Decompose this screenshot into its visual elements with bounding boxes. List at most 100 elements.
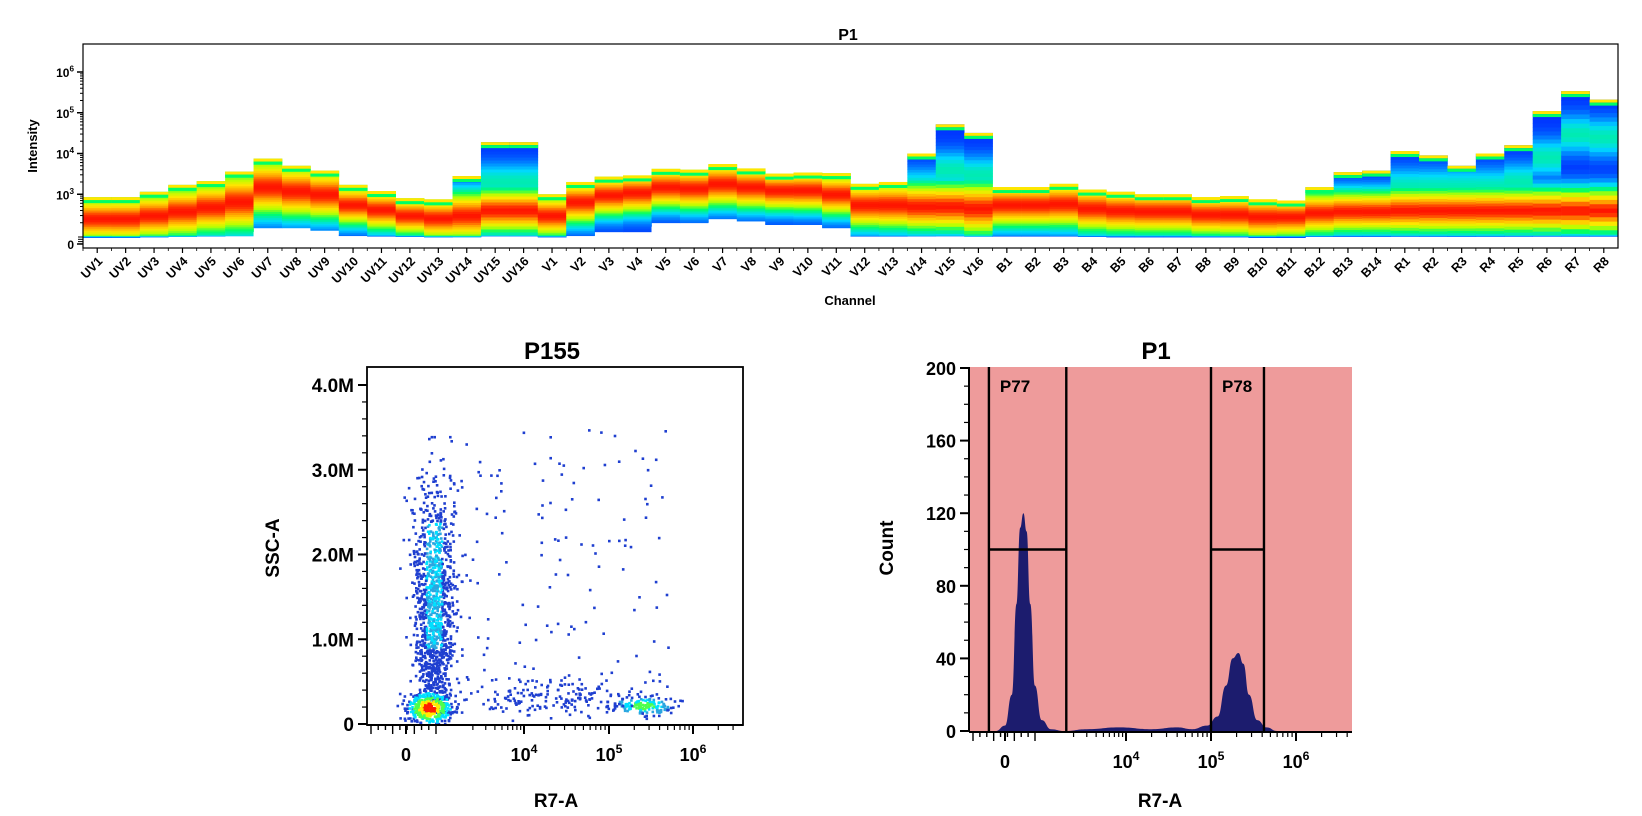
scatter-point [445,612,448,615]
scatter-point [437,558,441,562]
scatter-point-sparse [477,636,480,639]
scatter-point-hot [405,707,408,711]
spectrum-cell [253,166,283,170]
scatter-point [424,582,427,586]
scatter-point [423,664,426,668]
scatter-point [429,678,433,682]
scatter-point [429,536,432,540]
scatter-point [439,564,443,568]
spectrum-cell [1163,207,1192,210]
spectrum-cell [1276,223,1306,226]
x-tick-label: 105 [1198,749,1225,772]
scatter-point [431,656,434,660]
scatter-point [431,578,435,581]
spectrum-cell [168,212,198,215]
scatter-point [423,543,426,546]
scatter-point-hot [429,713,433,716]
spectrum-cell [1191,230,1221,233]
spectrum-cell [651,213,681,216]
spectrum-cell-top [850,186,880,190]
spectrum-column-V10 [793,172,823,248]
scatter-point [417,580,421,584]
spectrum-cell [1305,213,1335,216]
spectrum-cell [139,228,169,231]
scatter-point-sparse [572,481,576,485]
scatter-point [439,647,443,650]
scatter-point [446,545,449,549]
spectrum-column-B6 [1134,194,1164,248]
spectrum-cell [992,192,1022,195]
scatter-point-hot [435,699,438,703]
spectrum-cell [338,202,368,205]
scatter-point [441,575,444,578]
scatter-point [436,533,440,536]
spectrum-cell-top [1305,187,1335,191]
scatter-point [440,537,443,540]
spectrum-cell [1191,208,1221,211]
spectrum-cell [225,183,254,187]
spectrum-cell [1390,184,1420,189]
scatter-point [437,666,441,670]
spectrum-cell [651,186,681,189]
spectrum-cell [225,214,254,218]
spectrum-cell [1475,211,1505,215]
scatter-point [437,668,440,672]
scatter-point-sparse [532,667,535,670]
spectrum-cell [964,149,993,154]
scatter-point [440,572,443,576]
spectrum-cell-top [594,179,624,183]
scatter-point [440,654,443,658]
scatter-point-hot [437,716,441,720]
spectrum-cell-top [424,199,453,203]
scatter-point-sparse [570,498,574,501]
spectrum-cell [793,180,823,183]
spectrum-cell [1419,179,1448,183]
scatter-point [450,530,453,534]
spectrum-cell [1447,223,1477,227]
scatter-point [435,613,439,616]
spectrum-cell [1419,182,1448,186]
scatter-point-sparse [638,596,641,599]
scatter-point-cluster [638,712,642,715]
spectrum-cell [1532,195,1562,200]
scatter-point-sparse [549,456,552,460]
scatter-point [431,635,435,639]
scatter-point-sparse [646,468,650,472]
spectrum-column-R1 [1390,151,1420,248]
scatter-point [415,568,418,572]
scatter-point-sparse [494,690,497,694]
scatter-point-sparse [487,698,490,702]
spectrum-cell-top [1475,156,1505,160]
spectrum-cell [594,218,624,221]
spectrum-cell [935,194,965,199]
scatter-point-hot [440,719,444,723]
scatter-point [425,629,429,633]
spectrum-cell [1532,227,1562,232]
scatter-point-sparse [558,462,561,465]
spectrum-cell-top [708,167,738,171]
scatter-point-sparse [585,700,588,703]
spectrum-cell [225,196,254,199]
spectrum-cell [765,223,794,225]
scatter-point [441,661,444,664]
spectrum-cell [850,194,880,197]
spectrum-cell [679,219,709,222]
scatter-point [426,637,429,640]
spectrum-cell [651,189,681,192]
spectrum-cell-top [509,145,539,149]
spectrum-cell [1191,203,1221,206]
spectrum-xtick-label: V12 [847,254,873,280]
spectrum-cell [594,230,624,233]
spectrum-cell [111,205,141,208]
scatter-point-sparse [534,693,538,697]
scatter-point [416,610,420,614]
spectrum-cell [651,179,681,182]
spectrum-cell [168,232,198,235]
spectrum-cell [708,210,738,213]
scatter-point [422,583,425,587]
scatter-point-hot [425,707,428,711]
spectrum-cell [1305,204,1335,207]
spectrum-cell [1561,118,1590,124]
spectrum-cell [594,209,624,212]
